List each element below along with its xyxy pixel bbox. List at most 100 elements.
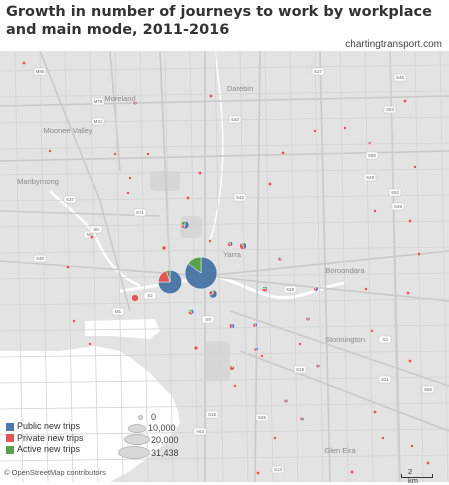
workplace-pie[interactable] xyxy=(413,165,417,169)
workplace-pie[interactable] xyxy=(180,220,190,230)
svg-text:S9: S9 xyxy=(205,317,211,322)
workplace-pie[interactable] xyxy=(267,181,273,187)
osm-credit[interactable]: © OpenStreetMap contributors xyxy=(4,468,106,477)
workplace-pie[interactable] xyxy=(252,322,258,328)
workplace-pie[interactable] xyxy=(146,152,150,156)
workplace-pie[interactable] xyxy=(48,149,52,153)
svg-text:S55: S55 xyxy=(424,387,433,392)
workplace-pie[interactable] xyxy=(349,469,355,475)
workplace-pie[interactable] xyxy=(370,329,374,333)
workplace-pie[interactable] xyxy=(313,286,319,292)
workplace-pie[interactable] xyxy=(184,256,218,290)
road-shield: S45 xyxy=(233,193,247,202)
workplace-pie[interactable] xyxy=(113,152,117,156)
svg-text:M3: M3 xyxy=(87,232,94,237)
pie-slice xyxy=(208,93,214,99)
workplace-pie[interactable] xyxy=(343,126,347,130)
road-shield: S3 xyxy=(378,335,392,344)
workplace-pie[interactable] xyxy=(402,98,408,104)
workplace-pie[interactable] xyxy=(277,256,283,262)
workplace-pie[interactable] xyxy=(187,308,195,316)
workplace-pie[interactable] xyxy=(299,416,305,422)
pie-slice xyxy=(253,322,256,326)
workplace-pie[interactable] xyxy=(373,209,377,213)
road-shield: S71 xyxy=(133,208,147,217)
workplace-pie[interactable] xyxy=(255,470,261,476)
workplace-pie[interactable] xyxy=(229,323,235,329)
workplace-pie[interactable] xyxy=(161,245,167,251)
workplace-pie[interactable] xyxy=(305,316,311,322)
pie-slice xyxy=(407,358,413,364)
workplace-pie[interactable] xyxy=(262,286,268,292)
workplace-pie[interactable] xyxy=(260,354,264,358)
pie-slice xyxy=(89,234,95,240)
pie-slice xyxy=(48,149,52,153)
workplace-pie[interactable] xyxy=(425,460,431,466)
workplace-pie[interactable] xyxy=(185,195,191,201)
workplace-pie[interactable] xyxy=(407,358,413,364)
pie-slice xyxy=(180,220,186,226)
svg-text:A63: A63 xyxy=(196,429,205,434)
workplace-pie[interactable] xyxy=(88,342,92,346)
road xyxy=(39,51,131,312)
workplace-pie[interactable] xyxy=(132,100,138,106)
legend-item-active[interactable]: Active new trips xyxy=(6,444,84,456)
workplace-pie[interactable] xyxy=(227,241,233,247)
workplace-pie[interactable] xyxy=(273,436,277,440)
workplace-pie[interactable] xyxy=(126,191,130,195)
legend-item-public[interactable]: Public new trips xyxy=(6,421,84,433)
workplace-pie[interactable] xyxy=(128,176,132,180)
pie-slice xyxy=(132,100,137,106)
pie-slice xyxy=(413,165,417,169)
workplace-pie[interactable] xyxy=(233,384,237,388)
source-label[interactable]: chartingtransport.com xyxy=(345,39,442,50)
workplace-pie[interactable] xyxy=(229,365,235,371)
workplace-pie[interactable] xyxy=(72,319,76,323)
workplace-pie[interactable] xyxy=(253,346,259,352)
workplace-pie[interactable] xyxy=(65,264,71,270)
minor-road xyxy=(0,324,449,332)
workplace-pie[interactable] xyxy=(367,140,373,146)
workplace-pie[interactable] xyxy=(364,287,368,291)
workplace-pie[interactable] xyxy=(372,409,378,415)
workplace-pie[interactable] xyxy=(89,234,95,240)
workplace-pie[interactable] xyxy=(407,218,413,224)
workplace-pie[interactable] xyxy=(157,269,182,294)
workplace-pie[interactable] xyxy=(283,398,289,404)
workplace-pie[interactable] xyxy=(315,363,321,369)
minor-road xyxy=(0,428,449,436)
pie-slice xyxy=(402,98,408,104)
workplace-pie[interactable] xyxy=(298,342,302,346)
workplace-pie[interactable] xyxy=(131,294,139,302)
road-shield: M80 xyxy=(33,67,47,76)
workplace-pie[interactable] xyxy=(410,444,414,448)
legend-item-private[interactable]: Private new trips xyxy=(6,433,84,445)
road xyxy=(204,250,449,277)
workplace-pie[interactable] xyxy=(405,290,411,296)
road xyxy=(204,275,449,302)
workplace-pie[interactable] xyxy=(208,289,218,299)
workplace-pie[interactable] xyxy=(313,129,317,133)
workplace-pie[interactable] xyxy=(239,242,247,250)
workplace-pie[interactable] xyxy=(197,170,203,176)
road-shield: S37 xyxy=(63,195,77,204)
workplace-pie[interactable] xyxy=(280,150,286,156)
workplace-pie[interactable] xyxy=(193,345,199,351)
minor-road xyxy=(214,51,224,482)
svg-text:M31: M31 xyxy=(94,119,103,124)
workplace-pie[interactable] xyxy=(381,436,385,440)
workplace-pie[interactable] xyxy=(208,93,214,99)
minor-road xyxy=(0,376,449,384)
svg-text:S37: S37 xyxy=(66,197,75,202)
minor-road xyxy=(0,298,449,306)
svg-text:S3: S3 xyxy=(382,337,388,342)
workplace-pie[interactable] xyxy=(208,239,212,243)
map-canvas[interactable]: M80 M79 M31 M3 M1 S27 S40 S53 S46 S60 S52 S48 S49 S37… xyxy=(0,51,449,482)
minor-road xyxy=(239,51,249,482)
pie-slice xyxy=(253,346,257,350)
workplace-pie[interactable] xyxy=(416,251,422,257)
minor-road xyxy=(0,272,449,280)
pie-slice xyxy=(211,289,214,295)
minor-road xyxy=(0,246,449,254)
workplace-pie[interactable] xyxy=(21,60,27,66)
